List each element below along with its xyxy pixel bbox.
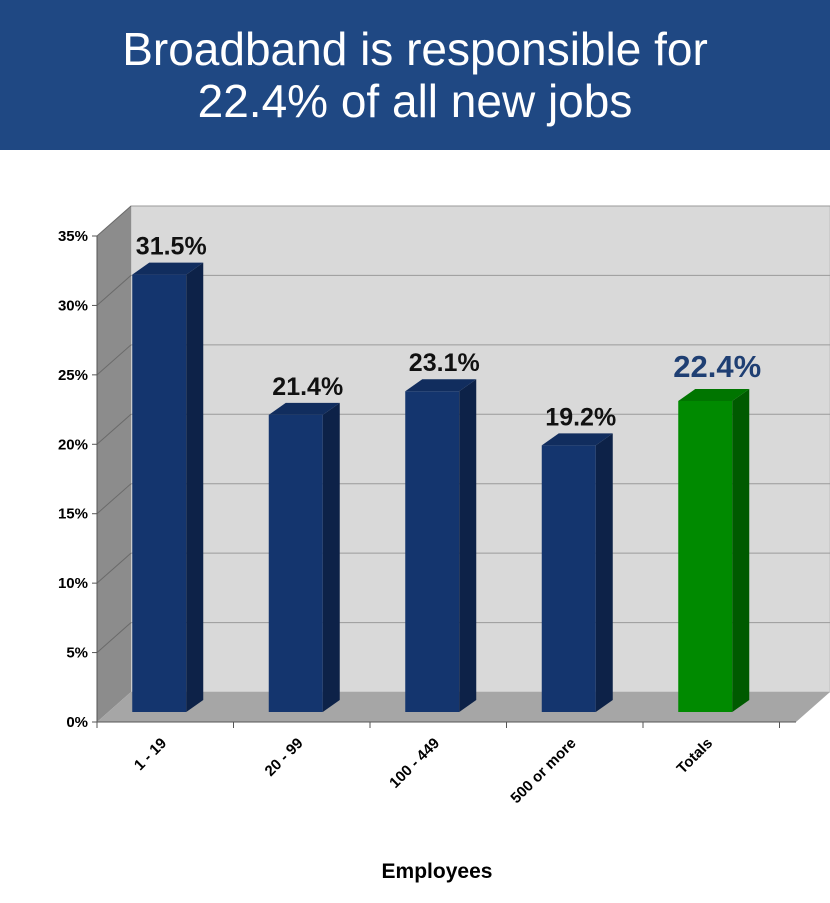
bar-side [732,388,750,712]
x-axis-title: Employees [382,860,493,883]
bar-side [322,402,340,712]
gridline-side [96,205,132,237]
bar-top [405,379,477,392]
y-tick-label: 35% [58,228,88,245]
bar-4 [541,433,613,712]
x-tick-label: 100 - 449 [386,735,443,792]
x-tick-label: 20 - 99 [262,735,307,780]
x-tick-label: Totals [674,735,716,777]
gridline-side [96,622,132,653]
bar-front [132,274,187,712]
bar-2 [268,402,340,712]
bar-side [595,433,613,712]
gridline-side [96,275,132,306]
bar-front [268,414,323,712]
gridline-side [96,344,132,376]
bar-1 [132,262,204,712]
bar-side [186,262,204,712]
x-tick-label: 1 - 19 [131,735,170,774]
title-line-1: Broadband is responsible for [122,23,708,75]
bar-front [405,391,460,712]
y-tick-label: 20% [58,436,88,453]
data-label: 22.4% [673,349,761,384]
bar-5 [678,388,750,712]
bar-top [132,262,204,275]
y-tick-label: 5% [66,645,88,662]
y-tick-label: 15% [58,506,88,523]
bar-front [541,445,596,712]
bar-top [678,388,750,401]
chart-side-wall [97,206,131,722]
y-tick-label: 30% [58,297,88,314]
x-tick-label: 500 or more [507,735,579,807]
gridline-side [96,552,132,584]
y-tick-label: 10% [58,575,88,592]
y-tick-label: 25% [58,367,88,384]
gridline-side [96,413,132,445]
gridline-side [96,483,132,515]
bar-side [459,379,477,712]
bar-front [678,400,733,712]
title-banner: Broadband is responsible for 22.4% of al… [0,0,830,150]
bar-top [268,402,340,415]
data-label: 31.5% [136,233,207,261]
y-tick-label: 0% [66,714,88,731]
data-label: 23.1% [409,349,480,377]
data-label: 21.4% [272,373,343,401]
data-label: 19.2% [545,403,616,431]
title-line-2: 22.4% of all new jobs [197,75,633,127]
bar-3 [405,379,477,712]
bar-top [541,433,613,446]
